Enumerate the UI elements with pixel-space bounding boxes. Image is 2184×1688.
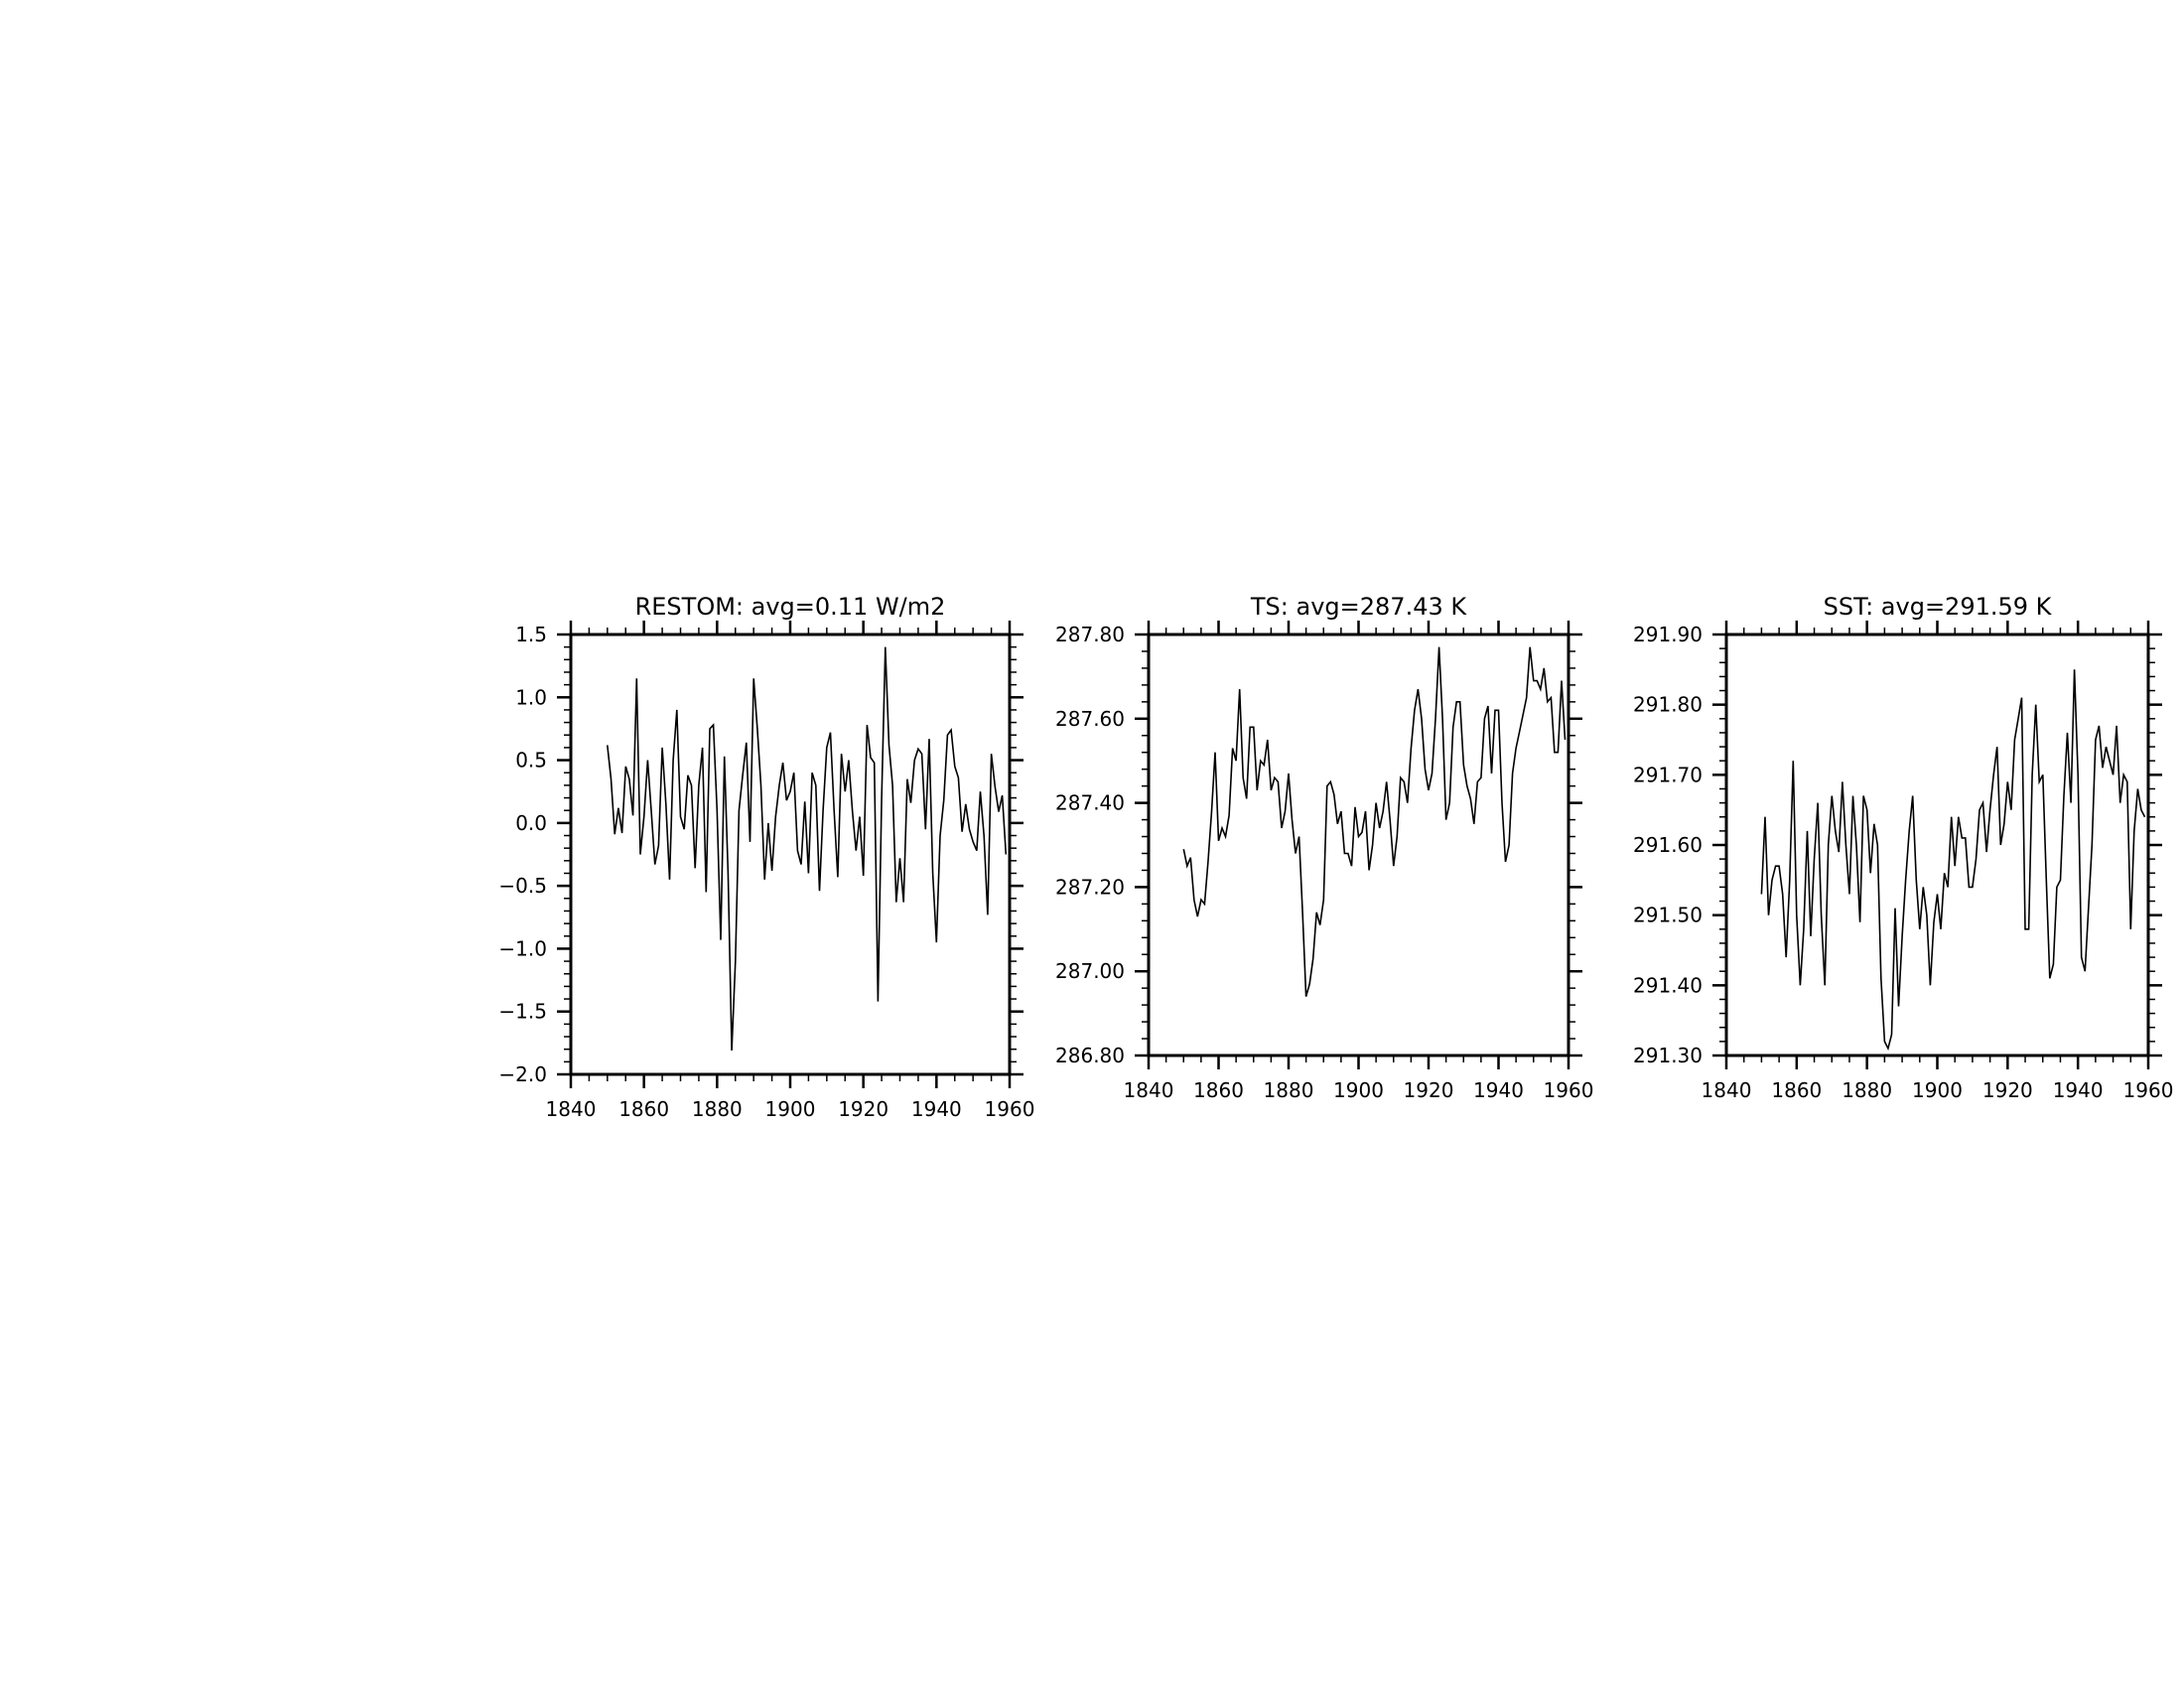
- sst-panel: SST: avg=291.59 K 1840 1860 1880 1900 1920 19…: [1633, 593, 2173, 1102]
- restom-x-tick-label: 1860: [618, 1097, 669, 1121]
- restom-y-tick-label: 0.0: [515, 811, 547, 835]
- ts-y-tick-label: 287.20: [1055, 875, 1125, 899]
- ts-x-tick-label: 1840: [1124, 1078, 1174, 1102]
- restom-panel: RESTOM: avg=0.11 W/m2 1840 1860 1880 1900 19…: [498, 593, 1034, 1121]
- sst-y-tick-label: 291.60: [1633, 833, 1703, 857]
- ts-series-line: [1182, 646, 1567, 997]
- sst-series-line: [1760, 669, 2146, 1052]
- sst-x-tick-label: 1960: [2123, 1078, 2174, 1102]
- ts-title: TS: avg=287.43 K: [1250, 593, 1467, 621]
- sst-y-tick-label: 291.40: [1633, 973, 1703, 997]
- sst-x-tick-label: 1840: [1702, 1078, 1752, 1102]
- restom-y-tick-label: 0.5: [515, 749, 547, 773]
- restom-x-tick-label: 1900: [765, 1097, 816, 1121]
- restom-title: RESTOM: avg=0.11 W/m2: [635, 593, 946, 621]
- restom-y-tick-label: 1.0: [515, 685, 547, 709]
- restom-x-tick-label: 1940: [911, 1097, 962, 1121]
- ts-x-tick-label: 1960: [1544, 1078, 1594, 1102]
- restom-x-tick-label: 1840: [546, 1097, 597, 1121]
- restom-x-tick-label: 1920: [838, 1097, 888, 1121]
- sst-plot-frame: [1724, 633, 2150, 1057]
- sst-y-tick-label: 291.30: [1633, 1044, 1703, 1067]
- ts-plot-frame: [1147, 633, 1570, 1057]
- ts-x-tick-label: 1900: [1333, 1078, 1384, 1102]
- restom-y-tick-label: −2.0: [498, 1062, 547, 1086]
- restom-y-tick-label: −0.5: [498, 874, 547, 898]
- restom-y-tick-label: −1.0: [498, 936, 547, 960]
- restom-y-tick-label: −1.5: [498, 1000, 547, 1024]
- restom-y-tick-label: 1.5: [515, 623, 547, 646]
- sst-title: SST: avg=291.59 K: [1824, 593, 2053, 621]
- ts-y-tick-label: 287.40: [1055, 791, 1125, 815]
- sst-x-tick-label: 1860: [1771, 1078, 1822, 1102]
- ts-x-tick-label: 1880: [1264, 1078, 1314, 1102]
- ts-y-tick-label: 287.80: [1055, 623, 1125, 646]
- restom-series-line: [607, 646, 1008, 1052]
- sst-x-tick-label: 1900: [1912, 1078, 1963, 1102]
- ts-x-tick-label: 1860: [1193, 1078, 1244, 1102]
- ts-y-tick-label: 287.00: [1055, 959, 1125, 983]
- restom-x-tick-label: 1960: [985, 1097, 1035, 1121]
- restom-x-tick-label: 1880: [692, 1097, 743, 1121]
- ts-y-tick-label: 286.80: [1055, 1044, 1125, 1067]
- sst-x-tick-label: 1920: [1982, 1078, 2033, 1102]
- ts-x-tick-label: 1940: [1473, 1078, 1524, 1102]
- sst-x-tick-label: 1940: [2053, 1078, 2104, 1102]
- sst-x-tick-label: 1880: [1842, 1078, 1892, 1102]
- ts-x-tick-label: 1920: [1404, 1078, 1454, 1102]
- sst-y-tick-label: 291.90: [1633, 623, 1703, 646]
- sst-y-tick-label: 291.70: [1633, 763, 1703, 786]
- ts-panel: TS: avg=287.43 K 1840 1860 1880 1900 1920 194…: [1055, 593, 1593, 1102]
- sst-y-tick-label: 291.50: [1633, 904, 1703, 927]
- sst-y-tick-label: 291.80: [1633, 693, 1703, 717]
- ts-y-tick-label: 287.60: [1055, 707, 1125, 731]
